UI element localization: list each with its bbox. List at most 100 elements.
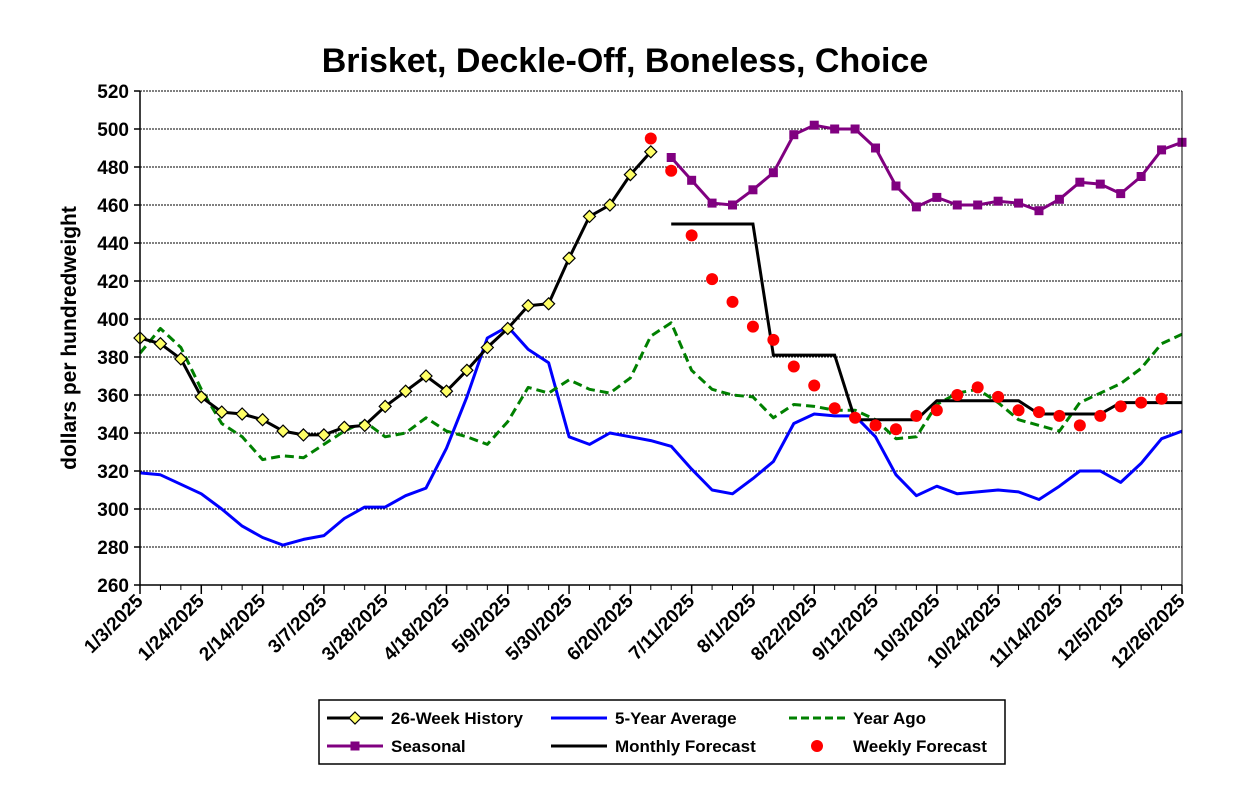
data-point <box>174 352 188 366</box>
y-tick-label: 300 <box>97 500 129 521</box>
legend-box <box>318 699 1006 765</box>
legend-label: 5-Year Average <box>615 709 737 728</box>
data-point <box>787 360 800 373</box>
data-point <box>992 390 1005 403</box>
data-point <box>541 296 556 311</box>
data-point <box>1155 392 1168 405</box>
data-point <box>357 418 372 433</box>
data-point <box>235 407 250 421</box>
data-point <box>1032 406 1045 419</box>
data-point <box>767 333 780 346</box>
legend-marker <box>350 741 360 751</box>
legend-label: 26-Week History <box>391 709 524 728</box>
data-point <box>521 298 536 313</box>
legend-label: Weekly Forecast <box>853 737 987 756</box>
y-tick-label: 340 <box>97 424 129 445</box>
data-point <box>910 409 923 422</box>
data-point <box>665 164 678 177</box>
x-tick-label: 4/18/2025 <box>379 590 454 665</box>
data-point <box>1075 177 1085 187</box>
data-point <box>748 185 758 195</box>
data-point <box>1034 206 1044 216</box>
data-point <box>1157 145 1167 155</box>
data-point <box>930 404 943 417</box>
y-tick-label: 380 <box>97 348 129 369</box>
data-point <box>439 384 454 399</box>
data-point <box>809 120 819 130</box>
data-point <box>849 411 862 424</box>
data-point <box>1053 409 1066 422</box>
y-tick-label: 280 <box>97 538 129 559</box>
data-point <box>1073 419 1086 432</box>
y-tick-label: 460 <box>97 196 129 217</box>
data-point <box>746 320 759 333</box>
y-tick-label: 320 <box>97 462 129 483</box>
y-axis-title: dollars per hundredweight <box>58 206 81 470</box>
data-point <box>1116 189 1126 199</box>
data-point <box>1095 179 1105 189</box>
data-point <box>419 369 433 383</box>
data-point <box>603 198 617 212</box>
chart-title: Brisket, Deckle-Off, Boneless, Choice <box>322 42 929 80</box>
data-point <box>891 181 901 191</box>
data-point <box>768 168 778 178</box>
data-point <box>728 200 738 210</box>
y-tick-label: 480 <box>97 158 129 179</box>
data-point <box>460 363 474 378</box>
data-point <box>932 192 942 202</box>
data-point <box>707 198 717 208</box>
data-point <box>666 153 676 162</box>
data-point <box>276 424 290 438</box>
y-tick-label: 500 <box>97 120 129 141</box>
data-point <box>643 144 658 159</box>
data-point <box>480 340 495 355</box>
series-line <box>670 123 1183 213</box>
data-point <box>687 175 697 185</box>
x-tick-label: 7/11/2025 <box>625 590 699 664</box>
data-point <box>153 336 168 351</box>
series-line <box>139 150 652 437</box>
y-tick-label: 420 <box>97 272 129 293</box>
data-point <box>1094 409 1107 422</box>
data-point <box>296 428 311 442</box>
data-point <box>1136 172 1146 181</box>
series-line <box>671 222 1182 422</box>
data-point <box>317 428 331 442</box>
data-point <box>337 420 352 435</box>
data-point <box>973 200 983 210</box>
y-tick-label: 520 <box>97 82 129 103</box>
data-point <box>562 251 576 266</box>
data-point <box>255 412 270 427</box>
data-point <box>623 167 638 182</box>
data-point <box>911 202 921 212</box>
series-line <box>138 321 1183 462</box>
legend-label: Year Ago <box>853 709 926 728</box>
x-tick-label: 2/14/2025 <box>196 590 271 665</box>
y-tick-label: 400 <box>97 310 129 331</box>
data-point <box>830 124 840 134</box>
data-point <box>828 402 841 415</box>
gridlines <box>140 90 1182 548</box>
data-point <box>1012 404 1025 417</box>
data-point <box>1135 396 1148 409</box>
data-point <box>850 124 860 134</box>
data-point <box>889 423 902 436</box>
data-point <box>194 390 209 404</box>
x-tick-label: 6/20/2025 <box>563 590 638 665</box>
data-point <box>582 209 597 224</box>
series-group <box>133 120 1187 547</box>
legend-swatch <box>811 740 823 752</box>
data-point <box>1054 194 1064 204</box>
data-point <box>808 379 821 392</box>
y-tick-label: 260 <box>97 576 129 597</box>
series-line <box>139 325 1183 547</box>
data-point <box>685 229 698 242</box>
data-point <box>378 399 393 414</box>
data-point <box>644 132 657 145</box>
data-point <box>993 196 1003 206</box>
data-point <box>214 405 229 419</box>
data-point <box>869 419 882 432</box>
legend-label: Monthly Forecast <box>615 737 756 756</box>
data-point <box>500 321 515 336</box>
data-point <box>951 389 964 401</box>
